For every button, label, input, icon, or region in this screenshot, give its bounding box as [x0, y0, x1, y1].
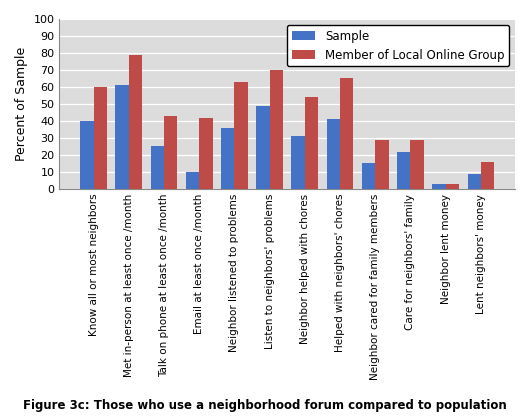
Bar [410, 140, 424, 189]
Bar [116, 85, 129, 189]
Bar [270, 70, 283, 189]
Legend: Sample, Member of Local Online Group: Sample, Member of Local Online Group [287, 25, 509, 66]
Bar [93, 87, 107, 189]
Bar [234, 82, 248, 189]
Bar [397, 151, 410, 189]
Bar [151, 146, 164, 189]
Bar [481, 162, 494, 189]
Text: Figure 3c: Those who use a neighborhood forum compared to population: Figure 3c: Those who use a neighborhood … [23, 399, 507, 412]
Bar [80, 121, 93, 189]
Bar [186, 172, 199, 189]
Bar [221, 128, 234, 189]
Bar [305, 97, 318, 189]
Bar [467, 173, 481, 189]
Bar [292, 136, 305, 189]
Bar [362, 163, 375, 189]
Bar [432, 184, 446, 189]
Bar [256, 106, 270, 189]
Bar [326, 119, 340, 189]
Bar [375, 140, 388, 189]
Bar [446, 184, 459, 189]
Y-axis label: Percent of Sample: Percent of Sample [15, 47, 28, 161]
Bar [199, 118, 213, 189]
Bar [164, 116, 178, 189]
Bar [340, 79, 354, 189]
Bar [129, 54, 142, 189]
